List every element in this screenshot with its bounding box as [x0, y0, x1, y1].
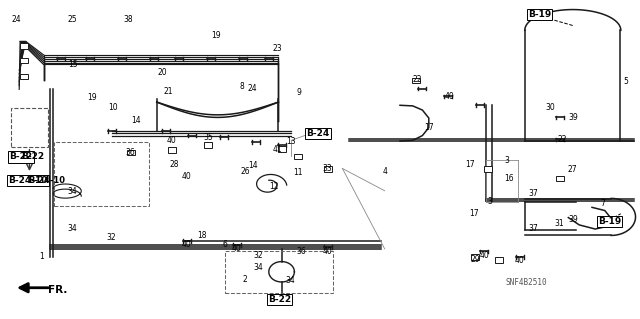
- Text: B-24-10: B-24-10: [8, 176, 48, 185]
- Text: 40: 40: [232, 244, 242, 253]
- Bar: [20, 43, 28, 49]
- Text: B-22: B-22: [10, 152, 33, 161]
- Text: 5: 5: [623, 77, 628, 86]
- Bar: [204, 142, 212, 148]
- Text: FR.: FR.: [48, 285, 67, 295]
- Text: 41: 41: [272, 145, 282, 154]
- Text: 40: 40: [182, 172, 192, 181]
- Text: 3: 3: [487, 197, 492, 206]
- Text: 34: 34: [67, 224, 77, 233]
- Bar: [54, 142, 149, 206]
- Text: 36: 36: [296, 247, 306, 256]
- Text: 36: 36: [125, 148, 136, 157]
- Bar: [127, 150, 135, 155]
- Text: 24: 24: [247, 84, 257, 93]
- Bar: [225, 251, 333, 293]
- Text: 17: 17: [424, 123, 434, 132]
- Text: 6: 6: [223, 241, 228, 249]
- Text: 31: 31: [554, 219, 564, 228]
- Text: 27: 27: [568, 165, 578, 174]
- Text: 11: 11: [293, 168, 302, 177]
- Text: 22: 22: [557, 135, 566, 144]
- Text: 29: 29: [470, 256, 480, 264]
- Text: 32: 32: [253, 251, 263, 260]
- Text: 40: 40: [445, 92, 455, 101]
- Text: 40: 40: [515, 256, 525, 265]
- Text: 40: 40: [479, 251, 490, 260]
- Text: 3: 3: [504, 156, 509, 165]
- Text: 1: 1: [39, 252, 44, 261]
- Text: 2: 2: [243, 275, 248, 284]
- Text: 32: 32: [106, 233, 116, 242]
- Bar: [294, 153, 301, 159]
- Bar: [168, 147, 175, 153]
- Text: 14: 14: [248, 161, 259, 170]
- Text: 12: 12: [269, 182, 278, 191]
- Text: 8: 8: [239, 82, 244, 91]
- Bar: [324, 166, 332, 172]
- Bar: [278, 146, 285, 152]
- Text: 17: 17: [465, 160, 475, 169]
- Text: 38: 38: [123, 15, 133, 24]
- Text: 15: 15: [68, 60, 78, 69]
- Text: 16: 16: [504, 174, 514, 183]
- Bar: [412, 78, 420, 83]
- Bar: [484, 166, 492, 172]
- Text: 26: 26: [240, 167, 250, 176]
- Bar: [471, 254, 479, 260]
- Text: 24: 24: [11, 15, 21, 24]
- Text: 23: 23: [272, 44, 282, 53]
- Text: 18: 18: [197, 231, 206, 240]
- Text: 19: 19: [86, 93, 97, 102]
- Text: 7: 7: [600, 199, 605, 208]
- Text: 37: 37: [528, 189, 538, 198]
- Text: 34: 34: [253, 263, 263, 271]
- Text: 10: 10: [108, 103, 118, 112]
- Bar: [556, 176, 564, 182]
- Text: 17: 17: [468, 209, 479, 218]
- Text: 19: 19: [211, 31, 221, 40]
- Text: B-22: B-22: [21, 152, 44, 161]
- Text: 40: 40: [182, 241, 192, 249]
- Text: 28: 28: [170, 160, 179, 169]
- Text: 9: 9: [296, 88, 301, 97]
- Text: B-19: B-19: [528, 10, 551, 19]
- Text: 34: 34: [285, 276, 295, 285]
- Text: 30: 30: [545, 103, 556, 112]
- Text: B-19: B-19: [598, 217, 621, 226]
- Text: 4: 4: [382, 167, 387, 176]
- Text: 13: 13: [286, 137, 296, 146]
- Text: 40: 40: [323, 247, 333, 256]
- Text: 14: 14: [131, 116, 141, 125]
- Bar: [20, 74, 28, 79]
- Text: 25: 25: [67, 15, 77, 24]
- Text: B-24: B-24: [307, 129, 330, 138]
- Text: 33: 33: [323, 164, 333, 173]
- Text: 34: 34: [67, 187, 77, 196]
- Text: 22: 22: [413, 75, 422, 84]
- Bar: [20, 58, 28, 63]
- Text: 20: 20: [157, 68, 167, 77]
- Text: B-24-10: B-24-10: [28, 176, 65, 185]
- Text: SNF4B2510: SNF4B2510: [505, 278, 547, 287]
- Text: 37: 37: [528, 224, 538, 233]
- Text: 21: 21: [164, 87, 173, 96]
- Bar: [495, 257, 503, 263]
- Text: 39: 39: [568, 113, 578, 122]
- Text: 35: 35: [203, 133, 213, 142]
- Text: 40: 40: [166, 136, 177, 145]
- Text: 39: 39: [568, 215, 578, 224]
- Text: B-22: B-22: [268, 295, 291, 304]
